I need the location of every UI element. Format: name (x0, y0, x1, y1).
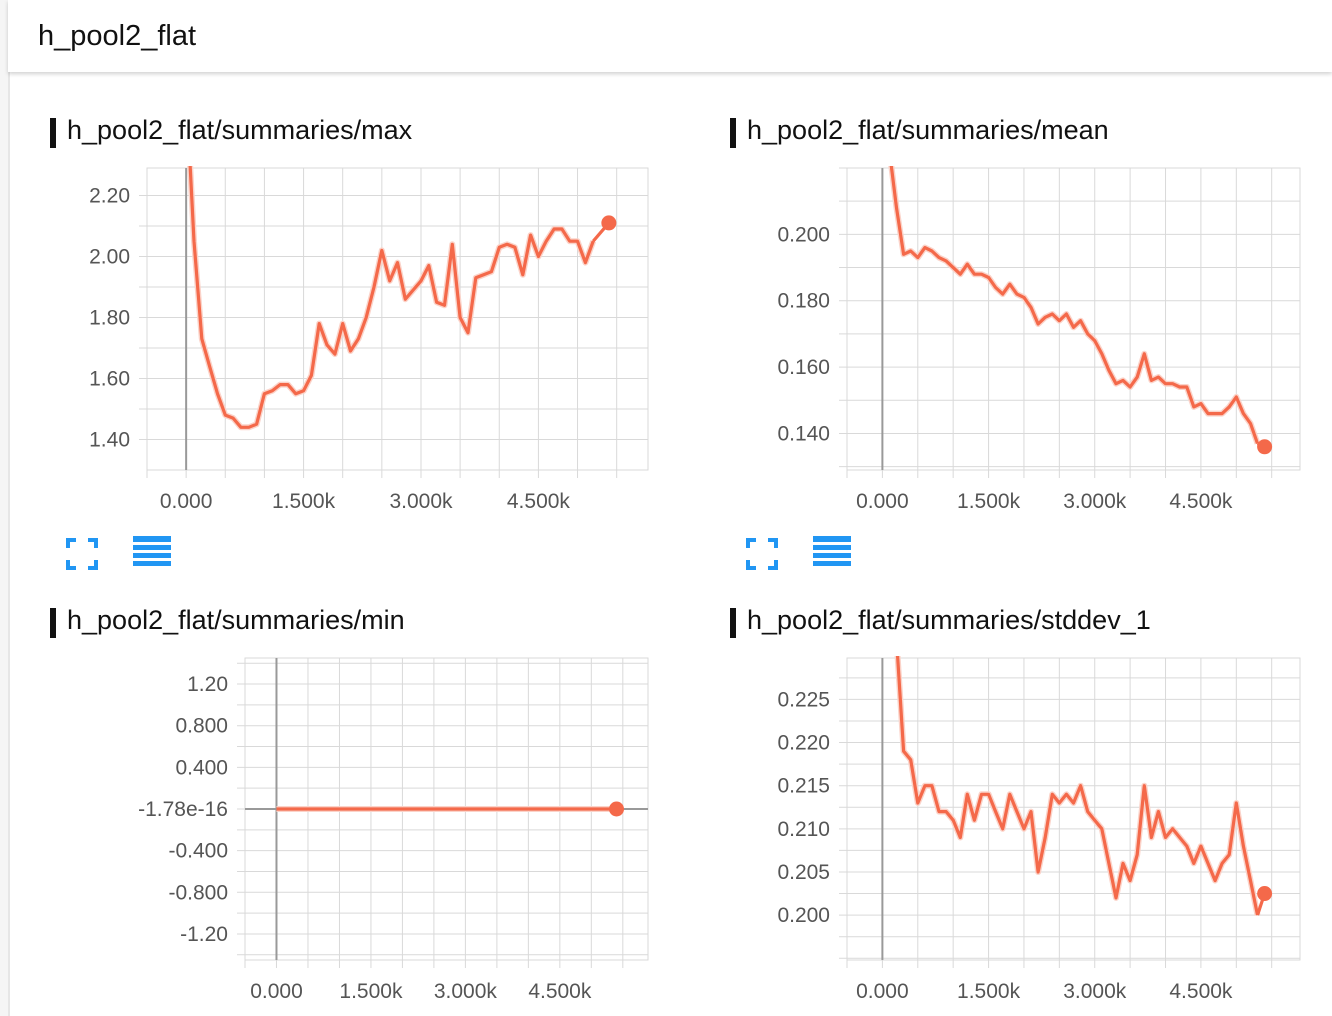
chart-title-marker (730, 608, 736, 638)
series-line-raw (187, 166, 597, 431)
x-tick-label: 3.000k (1063, 980, 1127, 1003)
y-tick-label: 0.400 (175, 756, 228, 779)
y-tick-label: 2.20 (89, 184, 130, 207)
y-tick-label: 0.200 (777, 223, 830, 246)
card-divider (8, 72, 10, 1016)
x-tick-label: 4.500k (1169, 980, 1233, 1003)
chart-title-marker (50, 118, 56, 148)
plot-area-border (846, 657, 1301, 961)
chart-title-marker (730, 118, 736, 148)
x-tick-label: 1.500k (272, 490, 336, 513)
last-value-point[interactable] (601, 215, 617, 231)
series-line (895, 656, 1260, 916)
y-tick-label: -0.400 (168, 840, 228, 863)
x-tick-label: 4.500k (528, 980, 592, 1003)
chart-card (8, 72, 1332, 1016)
data-table-icon-glyph (813, 536, 851, 566)
expand-icon-glyph (746, 538, 778, 570)
y-tick-label: 0.160 (777, 356, 830, 379)
chart-mean[interactable]: 0.000 1.500k 3.000k 4.500k 0.140 0.160 0.180 0.… (700, 160, 1320, 520)
chart-title-stddev: h_pool2_flat/summaries/stddev_1 (747, 605, 1151, 635)
x-tick-label: 1.500k (957, 490, 1021, 513)
y-tick-label: 2.00 (89, 245, 130, 268)
series-line (188, 166, 595, 429)
y-tick-label: 0.200 (777, 904, 830, 927)
x-tick-label: 1.500k (339, 980, 403, 1003)
chart-stddev[interactable]: 0.000 1.500k 3.000k 4.500k 0.200 0.205 0.210 0.… (700, 650, 1320, 1010)
x-tick-label: 0.000 (160, 490, 213, 513)
group-header[interactable]: h_pool2_flat (8, 0, 1332, 72)
chart-title-min: h_pool2_flat/summaries/min (67, 605, 405, 635)
y-tick-label: -1.20 (180, 923, 228, 946)
x-tick-label: 4.500k (507, 490, 571, 513)
y-tick-label: 1.40 (89, 428, 130, 451)
y-tick-label: 0.800 (175, 715, 228, 738)
data-table-icon[interactable] (133, 536, 171, 570)
x-tick-label: 1.500k (957, 980, 1021, 1003)
last-value-point[interactable] (609, 801, 625, 817)
plot-area-border (146, 167, 649, 471)
expand-icon[interactable] (746, 538, 778, 570)
expand-icon[interactable] (66, 538, 98, 570)
y-tick-label: 0.140 (777, 422, 830, 445)
last-value-point[interactable] (1257, 439, 1273, 455)
x-tick-label: 0.000 (856, 490, 909, 513)
series-line (889, 166, 1260, 445)
y-tick-label: 0.210 (777, 818, 830, 841)
chart-max[interactable]: 0.000 1.500k 3.000k 4.500k 1.40 1.60 1.80 2.00 2… (0, 160, 660, 520)
chart-min[interactable]: 0.000 1.500k 3.000k 4.500k 1.20 0.800 0.400 -1.… (0, 650, 660, 1010)
y-tick-label: 1.20 (187, 673, 228, 696)
chart-title-max: h_pool2_flat/summaries/max (67, 115, 413, 145)
y-tick-label: 0.215 (777, 775, 830, 798)
chart-title-marker (50, 608, 56, 638)
x-tick-label: 3.000k (389, 490, 453, 513)
y-tick-label: -0.800 (168, 881, 228, 904)
last-value-point[interactable] (1257, 886, 1273, 902)
x-tick-label: 3.000k (1063, 490, 1127, 513)
data-table-icon[interactable] (813, 536, 851, 570)
y-tick-label: 0.180 (777, 290, 830, 313)
x-tick-label: 4.500k (1169, 490, 1233, 513)
plot-area-border (846, 167, 1301, 471)
y-tick-label: 1.80 (89, 306, 130, 329)
data-table-icon-glyph (133, 536, 171, 566)
series-line-raw (888, 166, 1261, 445)
y-tick-label: 0.220 (777, 732, 830, 755)
x-tick-label: 3.000k (434, 980, 498, 1003)
group-title: h_pool2_flat (38, 20, 197, 52)
y-tick-label: 1.60 (89, 367, 130, 390)
y-tick-label: 0.225 (777, 688, 830, 711)
series-line-raw (894, 656, 1261, 916)
chart-title-mean: h_pool2_flat/summaries/mean (747, 115, 1109, 145)
y-tick-label: 0.205 (777, 861, 830, 884)
expand-icon-glyph (66, 538, 98, 570)
x-tick-label: 0.000 (250, 980, 303, 1003)
x-tick-label: 0.000 (856, 980, 909, 1003)
y-tick-label: -1.78e-16 (138, 798, 228, 821)
